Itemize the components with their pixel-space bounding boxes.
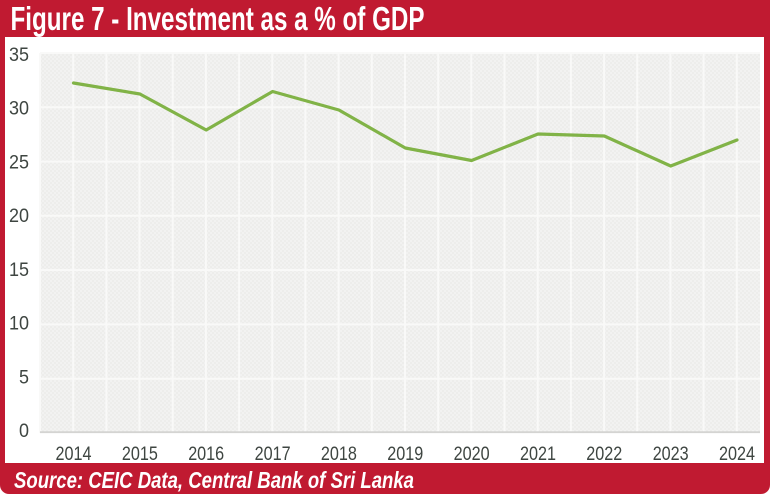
svg-text:35: 35 — [9, 45, 29, 66]
svg-text:2024: 2024 — [719, 444, 755, 465]
svg-text:Figure 7 - Investment as a % o: Figure 7 - Investment as a % of GDP — [11, 0, 425, 37]
svg-text:Source: CEIC Data, Central Ban: Source: CEIC Data, Central Bank of Sri L… — [14, 467, 414, 493]
svg-text:5: 5 — [19, 367, 29, 388]
svg-text:2019: 2019 — [387, 444, 423, 465]
svg-text:20: 20 — [9, 206, 29, 227]
svg-text:25: 25 — [9, 152, 29, 173]
svg-text:2017: 2017 — [255, 444, 291, 465]
svg-text:2021: 2021 — [520, 444, 556, 465]
svg-text:0: 0 — [19, 421, 29, 442]
svg-text:30: 30 — [9, 99, 29, 120]
svg-text:2018: 2018 — [321, 444, 357, 465]
svg-text:15: 15 — [9, 260, 29, 281]
svg-text:2023: 2023 — [653, 444, 689, 465]
svg-text:2022: 2022 — [586, 444, 622, 465]
svg-text:10: 10 — [9, 314, 29, 335]
svg-text:2020: 2020 — [454, 444, 490, 465]
svg-text:2014: 2014 — [56, 444, 92, 465]
svg-text:2016: 2016 — [188, 444, 224, 465]
svg-text:2015: 2015 — [122, 444, 158, 465]
